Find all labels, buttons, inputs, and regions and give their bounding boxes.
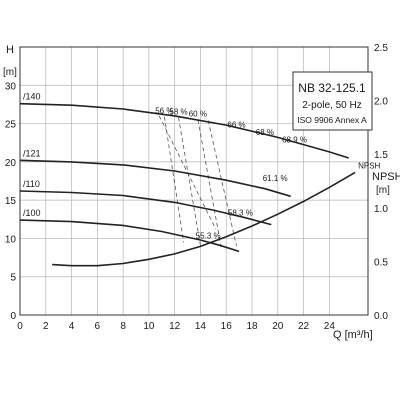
efficiency-isoline — [178, 117, 201, 246]
axes — [19, 46, 369, 316]
y-left-unit: [m] — [3, 67, 17, 78]
x-axis-label: Q [m³/h] — [333, 329, 373, 341]
efficiency-label: 58.3 % — [228, 208, 253, 217]
x-tick-label: 24 — [324, 321, 336, 332]
efficiency-label: 66 % — [227, 120, 245, 129]
efficiency-isoline — [197, 119, 222, 247]
y-left-tick-label: 20 — [5, 158, 17, 169]
efficiency-label: 58 % — [169, 107, 187, 116]
head-curve — [19, 190, 272, 226]
y-right-tick-label: 1.5 — [374, 150, 388, 161]
y-left-tick-label: 15 — [5, 196, 17, 207]
efficiency-label: 60 % — [189, 110, 207, 119]
y-right-tick-label: 0.5 — [374, 257, 388, 268]
efficiency-isoline — [164, 116, 185, 243]
efficiency-label: 61.1 % — [263, 174, 288, 183]
x-tick-label: 10 — [143, 321, 155, 332]
y-right-label: NPSH — [372, 171, 400, 183]
x-tick-label: 22 — [298, 321, 310, 332]
x-tick-label: 12 — [169, 321, 181, 332]
series-label: /110 — [23, 179, 40, 189]
x-tick-label: 2 — [43, 321, 49, 332]
y-right-tick-label: 1.0 — [374, 204, 388, 215]
efficiency-label: 68 % — [256, 128, 274, 137]
efficiency-label: 56 % — [155, 107, 173, 116]
series-label: /121 — [23, 148, 41, 158]
chart-subtitle: 2-pole, 50 Hz — [302, 100, 361, 111]
curves — [19, 102, 356, 267]
x-tick-label: 20 — [272, 321, 284, 332]
series-label: /100 — [23, 208, 41, 218]
head-curve — [19, 159, 291, 198]
series-label: /140 — [23, 92, 41, 102]
x-tick-label: 16 — [221, 321, 233, 332]
chart-standard: ISO 9906 Annex A — [297, 115, 367, 125]
y-left-tick-label: 30 — [5, 81, 17, 92]
npsh-curve — [52, 171, 356, 267]
head-curve — [19, 102, 349, 159]
npsh-label: NPSH — [358, 161, 380, 170]
x-tick-label: 14 — [195, 321, 207, 332]
y-left-tick-label: 10 — [5, 234, 17, 245]
y-right-tick-label: 0.0 — [374, 311, 388, 322]
y-left-label: H — [6, 44, 14, 56]
labels: 0 2 4 6 8 10 12 14 16 18 20 22 240510152025300.00.51… — [5, 43, 388, 332]
y-left-tick-label: 0 — [10, 311, 16, 322]
x-tick-label: 4 — [69, 321, 75, 332]
efficiency-label: 68.9 % — [282, 136, 307, 145]
y-left-tick-label: 25 — [5, 120, 17, 131]
plot-frame — [19, 46, 369, 316]
y-right-tick-label: 2.5 — [374, 43, 388, 54]
head-curve — [19, 219, 240, 253]
y-right-unit: [m] — [376, 185, 390, 196]
efficiency-label: 55.3 % — [196, 231, 221, 240]
efficiency-isolines — [158, 115, 237, 247]
y-left-tick-label: 5 — [10, 273, 16, 284]
x-tick-label: 18 — [246, 321, 258, 332]
chart-title: NB 32-125.1 — [298, 81, 366, 95]
title-box — [292, 71, 373, 131]
x-tick-label: 8 — [120, 321, 126, 332]
y-right-tick-label: 2.0 — [374, 97, 388, 108]
efficiency-isoline — [207, 120, 237, 247]
x-tick-label: 0 — [17, 321, 23, 332]
x-tick-label: 6 — [95, 321, 101, 332]
